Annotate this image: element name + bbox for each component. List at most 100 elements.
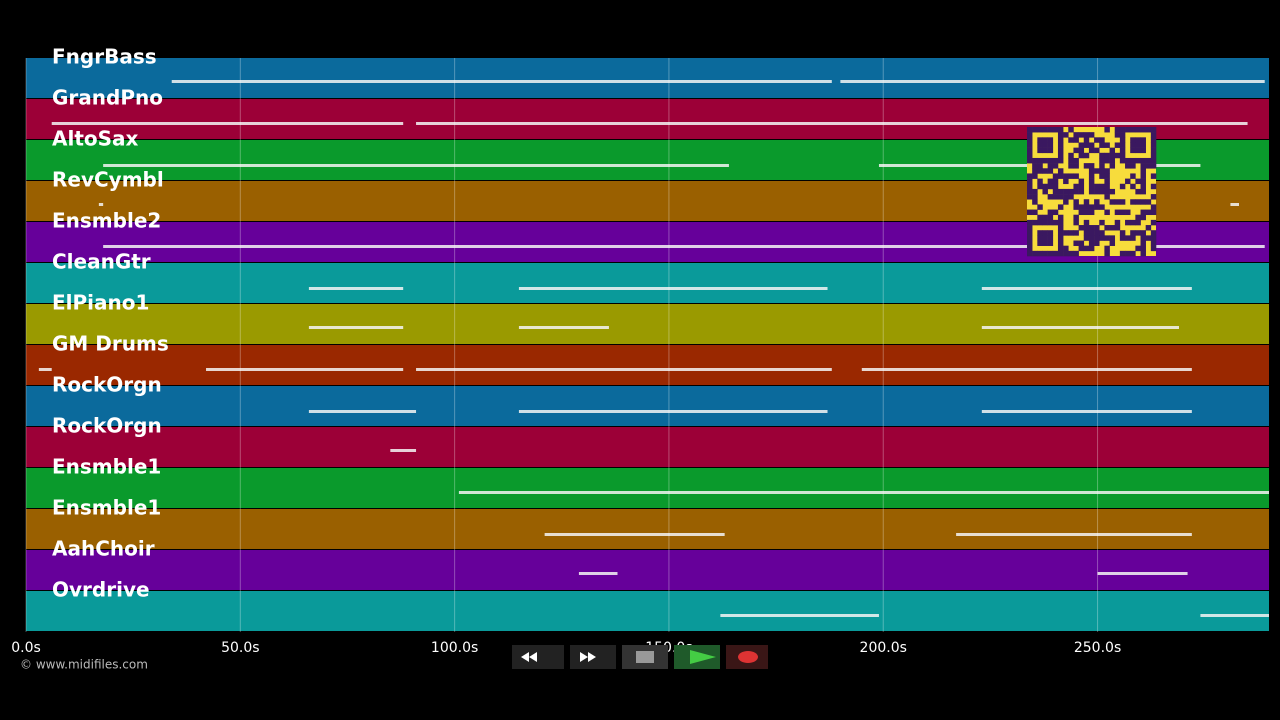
qr-module bbox=[1027, 194, 1033, 200]
qr-module bbox=[1109, 188, 1116, 195]
track-label: RockOrgn bbox=[52, 373, 162, 397]
qr-module bbox=[1130, 183, 1136, 190]
qr-module bbox=[1047, 147, 1054, 154]
qr-module bbox=[1057, 225, 1064, 231]
note-run bbox=[518, 287, 828, 290]
qr-module bbox=[1042, 219, 1048, 226]
qr-module bbox=[1047, 137, 1054, 143]
qr-module bbox=[1088, 188, 1095, 195]
qr-module bbox=[1052, 157, 1059, 164]
qr-module bbox=[1047, 157, 1054, 164]
qr-module bbox=[1047, 209, 1054, 216]
note-run bbox=[544, 533, 725, 536]
qr-module bbox=[1140, 250, 1146, 257]
qr-module bbox=[1130, 230, 1136, 236]
note-run bbox=[720, 614, 879, 617]
qr-module bbox=[1027, 147, 1033, 154]
track-label: RockOrgn bbox=[52, 414, 162, 438]
qr-module bbox=[1047, 178, 1054, 185]
qr-module bbox=[1150, 245, 1157, 252]
qr-module bbox=[1109, 199, 1116, 205]
qr-module bbox=[1140, 183, 1146, 190]
qr-module bbox=[1047, 163, 1054, 169]
qr-module bbox=[1135, 199, 1141, 205]
qr-module bbox=[1104, 245, 1110, 252]
qr-module bbox=[1078, 209, 1085, 216]
note-run bbox=[171, 80, 832, 83]
qr-module bbox=[1037, 137, 1043, 143]
qr-module bbox=[1125, 209, 1131, 216]
qr-module bbox=[1078, 178, 1085, 185]
note-run bbox=[103, 245, 1265, 248]
qr-module bbox=[1088, 173, 1095, 179]
qr-module bbox=[1094, 225, 1100, 231]
qr-module bbox=[1057, 235, 1064, 241]
time-axis: 0.0s 50.0s 100.0s 150.0s 200.0s 250.0s bbox=[11, 640, 1121, 656]
qr-module bbox=[1047, 142, 1054, 148]
qr-module bbox=[1068, 157, 1074, 164]
track-label: AahChoir bbox=[52, 537, 155, 561]
qr-module bbox=[1057, 250, 1064, 257]
qr-module bbox=[1027, 178, 1033, 185]
qr-module bbox=[1109, 240, 1116, 246]
qr-module bbox=[1140, 230, 1146, 236]
qr-module bbox=[1063, 199, 1069, 205]
copyright: © www.midifiles.com bbox=[20, 658, 148, 672]
note-run bbox=[308, 410, 417, 413]
qr-module bbox=[1083, 142, 1090, 148]
qr-module bbox=[1135, 188, 1141, 195]
qr-module bbox=[1027, 142, 1033, 148]
note-run bbox=[103, 164, 729, 167]
qr-module bbox=[1099, 142, 1105, 148]
qr-module bbox=[1027, 219, 1033, 226]
qr-module bbox=[1078, 142, 1085, 148]
qr-module bbox=[1119, 209, 1126, 216]
qr-module bbox=[1083, 235, 1090, 241]
qr-module bbox=[1037, 250, 1043, 257]
qr-module bbox=[1119, 147, 1126, 154]
qr-module bbox=[1073, 214, 1079, 221]
track-row bbox=[26, 58, 1269, 98]
qr-module bbox=[1130, 127, 1136, 133]
qr-module bbox=[1047, 127, 1054, 133]
qr-module bbox=[1083, 163, 1090, 169]
qr-module bbox=[1140, 178, 1146, 185]
qr-module bbox=[1027, 132, 1033, 138]
qr-module bbox=[1088, 178, 1095, 185]
qr-module bbox=[1099, 152, 1105, 159]
note-run bbox=[956, 533, 1192, 536]
qr-module bbox=[1099, 204, 1105, 210]
qr-module bbox=[1052, 127, 1059, 133]
qr-module bbox=[1073, 230, 1079, 236]
note-run bbox=[206, 368, 404, 371]
tick-label: 250.0s bbox=[1074, 640, 1121, 656]
qr-module bbox=[1047, 230, 1054, 236]
qr-module bbox=[1140, 199, 1146, 205]
qr-module bbox=[1078, 240, 1085, 246]
qr-module bbox=[1057, 137, 1064, 143]
qr-module bbox=[1073, 219, 1079, 226]
qr-module bbox=[1052, 173, 1059, 179]
qr-module bbox=[1037, 147, 1043, 154]
qr-module bbox=[1032, 199, 1038, 205]
qr-module bbox=[1150, 209, 1157, 216]
qr-module bbox=[1083, 219, 1090, 226]
qr-module bbox=[1125, 219, 1131, 226]
track-label: CleanGtr bbox=[52, 250, 151, 274]
rewind-button[interactable] bbox=[512, 645, 564, 669]
qr-module bbox=[1150, 235, 1157, 241]
qr-module bbox=[1037, 163, 1043, 169]
qr-module bbox=[1135, 178, 1141, 185]
qr-module bbox=[1150, 137, 1157, 143]
qr-module bbox=[1078, 245, 1085, 252]
qr-module bbox=[1119, 137, 1126, 143]
qr-module bbox=[1078, 183, 1085, 190]
qr-module bbox=[1119, 157, 1126, 164]
qr-module bbox=[1130, 219, 1136, 226]
qr-module bbox=[1130, 137, 1136, 143]
qr-module bbox=[1119, 142, 1126, 148]
track-label: Ensmble2 bbox=[52, 209, 161, 233]
qr-module bbox=[1037, 157, 1043, 164]
qr-module bbox=[1150, 183, 1157, 190]
track-label: GrandPno bbox=[52, 86, 163, 110]
